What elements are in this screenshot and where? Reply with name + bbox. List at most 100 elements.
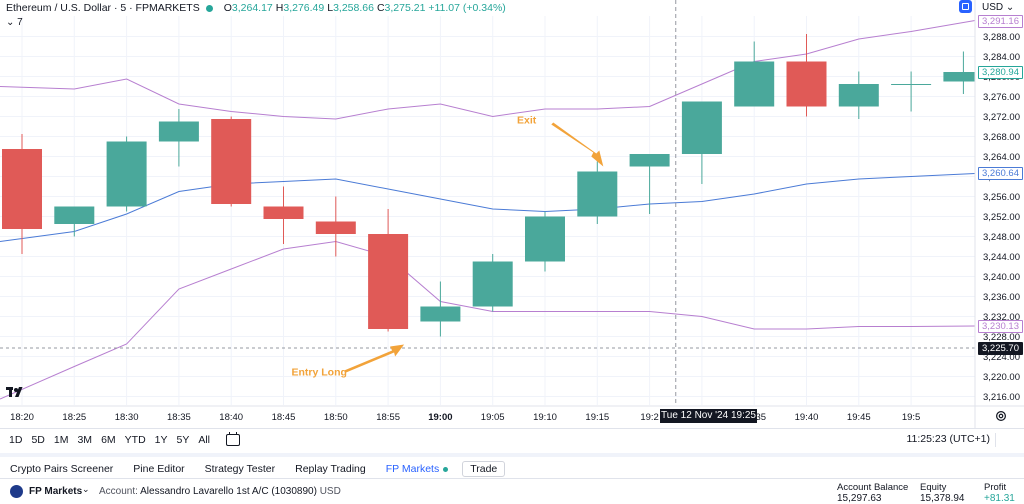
price-tick-label: 3,232.00 bbox=[983, 312, 1020, 323]
candle-body bbox=[368, 234, 409, 329]
time-tick-label: 18:40 bbox=[219, 412, 243, 423]
chart-area[interactable]: Entry Long Exit 3,216.00 3,220.00 3,224.00 3… bbox=[0, 0, 1024, 428]
time-tick-label: 18:45 bbox=[272, 412, 296, 423]
candle-body bbox=[786, 61, 827, 107]
ohlc-low: L3,258.66 bbox=[327, 2, 374, 14]
ohlc-high: H3,276.49 bbox=[275, 2, 325, 14]
currency-selector[interactable]: USD ⌄ bbox=[978, 0, 1018, 15]
bollinger-middle-line bbox=[0, 173, 976, 242]
range-1m[interactable]: 1M bbox=[53, 434, 69, 446]
entry-long-label: Entry Long bbox=[292, 367, 347, 379]
time-tick-label: 18:20 bbox=[10, 412, 34, 423]
price-tick-label: 3,256.00 bbox=[983, 192, 1020, 203]
chevron-down-icon: ⌄ bbox=[6, 17, 15, 28]
tab-fp-markets-label: FP Markets bbox=[385, 463, 440, 475]
gear-icon[interactable] bbox=[994, 409, 1008, 423]
bottom-panel-tabs: Crypto Pairs Screener Pine Editor Strate… bbox=[0, 453, 1024, 481]
candle-body bbox=[472, 261, 513, 307]
time-tick-label: 19:5 bbox=[902, 412, 921, 423]
range-3m[interactable]: 3M bbox=[77, 434, 93, 446]
price-tick-label: 3,236.00 bbox=[983, 292, 1020, 303]
market-open-dot bbox=[205, 4, 213, 12]
time-tick-label: 18:55 bbox=[376, 412, 400, 423]
bollinger-upper-line bbox=[0, 20, 976, 120]
account-balance-label: Account Balance bbox=[837, 482, 909, 493]
time-tick-label: 18:30 bbox=[115, 412, 139, 423]
range-6m[interactable]: 6M bbox=[101, 434, 116, 446]
price-tick-label: 3,276.00 bbox=[983, 92, 1020, 103]
tab-fp-markets[interactable]: FP Markets bbox=[385, 463, 449, 475]
ohlc-close: C3,275.21 +11.07 (+0.34%) bbox=[376, 2, 506, 14]
calendar-goto-icon[interactable] bbox=[226, 432, 241, 446]
currency-label: USD bbox=[982, 2, 1004, 13]
chevron-down-icon[interactable]: ⌄ bbox=[82, 484, 90, 494]
price-tick-label: 3,224.00 bbox=[983, 352, 1020, 363]
time-tick-label: 19:00 bbox=[428, 412, 452, 423]
time-tick-label: 18:50 bbox=[324, 412, 348, 423]
price-tick-label: 3,220.00 bbox=[983, 372, 1020, 383]
connected-dot bbox=[443, 466, 449, 472]
range-5y[interactable]: 5Y bbox=[176, 434, 190, 446]
broker-logo-icon bbox=[10, 485, 23, 498]
tradingview-logo-icon[interactable] bbox=[6, 385, 28, 399]
compare-symbol-icon[interactable] bbox=[959, 0, 972, 13]
price-tag-lower: 3,230.13 bbox=[978, 319, 1023, 333]
candle-body bbox=[943, 72, 975, 82]
candle-body bbox=[106, 141, 147, 207]
tab-pine-editor[interactable]: Pine Editor bbox=[133, 463, 185, 475]
price-tick-label: 3,244.00 bbox=[983, 252, 1020, 263]
price-tick-label: 3,268.00 bbox=[983, 132, 1020, 143]
candle-body bbox=[734, 61, 775, 107]
range-1d[interactable]: 1D bbox=[9, 434, 23, 446]
timeframe-bar: 1D 5D 1M 3M 6M YTD 1Y 5Y All 11:25:23 (U… bbox=[0, 428, 1024, 451]
crosshair-time-label: Tue 12 Nov '24 19:25 bbox=[660, 409, 757, 423]
price-tick-label: 3,284.00 bbox=[983, 52, 1020, 63]
candle-body bbox=[211, 119, 252, 204]
timezone-clock[interactable]: 11:25:23 (UTC+1) bbox=[906, 433, 990, 445]
candle-body bbox=[315, 221, 356, 234]
candle-body bbox=[838, 84, 879, 107]
candle-body bbox=[54, 206, 95, 224]
time-tick-label: 19:40 bbox=[795, 412, 819, 423]
symbol-title[interactable]: Ethereum / U.S. Dollar · 5 · FPMARKETS bbox=[6, 2, 200, 14]
trade-button[interactable]: Trade bbox=[462, 461, 506, 477]
tab-replay-trading[interactable]: Replay Trading bbox=[295, 463, 366, 475]
price-chart[interactable]: Entry Long Exit 3,216.00 3,220.00 3,224.00 3… bbox=[0, 0, 1024, 428]
candle-body bbox=[420, 306, 461, 322]
range-ytd[interactable]: YTD bbox=[124, 434, 146, 446]
candle-body bbox=[577, 171, 618, 217]
price-tick-label: 3,216.00 bbox=[983, 392, 1020, 403]
tab-strategy-tester[interactable]: Strategy Tester bbox=[204, 463, 276, 475]
account-selector[interactable]: Account: Alessandro Lavarello 1st A/C (1… bbox=[99, 486, 341, 497]
range-1y[interactable]: 1Y bbox=[154, 434, 168, 446]
account-prefix: Account: bbox=[99, 486, 141, 497]
indicators-toggle[interactable]: ⌄ 7 bbox=[6, 17, 23, 28]
price-tick-label: 3,288.00 bbox=[983, 32, 1020, 43]
price-tick-label: 3,264.00 bbox=[983, 152, 1020, 163]
price-tick-label: 3,240.00 bbox=[983, 272, 1020, 283]
time-tick-label: 18:25 bbox=[62, 412, 86, 423]
range-all[interactable]: All bbox=[198, 434, 211, 446]
account-bar: FP Markets ⌄ Account: Alessandro Lavarel… bbox=[0, 478, 1024, 504]
time-tick-label: 19:45 bbox=[847, 412, 871, 423]
equity-label: Equity bbox=[920, 482, 947, 493]
account-currency: USD bbox=[319, 486, 341, 497]
broker-name[interactable]: FP Markets bbox=[29, 486, 83, 497]
tab-crypto-pairs-screener[interactable]: Crypto Pairs Screener bbox=[10, 463, 114, 475]
profit-label: Profit bbox=[984, 482, 1007, 493]
divider bbox=[995, 433, 996, 447]
entry-long-arrow bbox=[344, 344, 405, 373]
chevron-down-icon: ⌄ bbox=[1005, 2, 1015, 13]
exit-label: Exit bbox=[517, 115, 537, 127]
candle-body bbox=[2, 149, 42, 229]
time-tick-label: 19:15 bbox=[585, 412, 609, 423]
candle-body bbox=[525, 216, 565, 262]
candle-body bbox=[158, 121, 199, 142]
price-tick-label: 3,228.00 bbox=[983, 332, 1020, 343]
time-tick-label: 19:10 bbox=[533, 412, 557, 423]
equity-value: 15,378.94 bbox=[920, 493, 965, 504]
price-tag-last: 3,280.94 bbox=[978, 65, 1023, 79]
profit-value: +81.31 bbox=[984, 493, 1015, 504]
time-tick-label: 19:05 bbox=[481, 412, 505, 423]
range-5d[interactable]: 5D bbox=[31, 434, 45, 446]
